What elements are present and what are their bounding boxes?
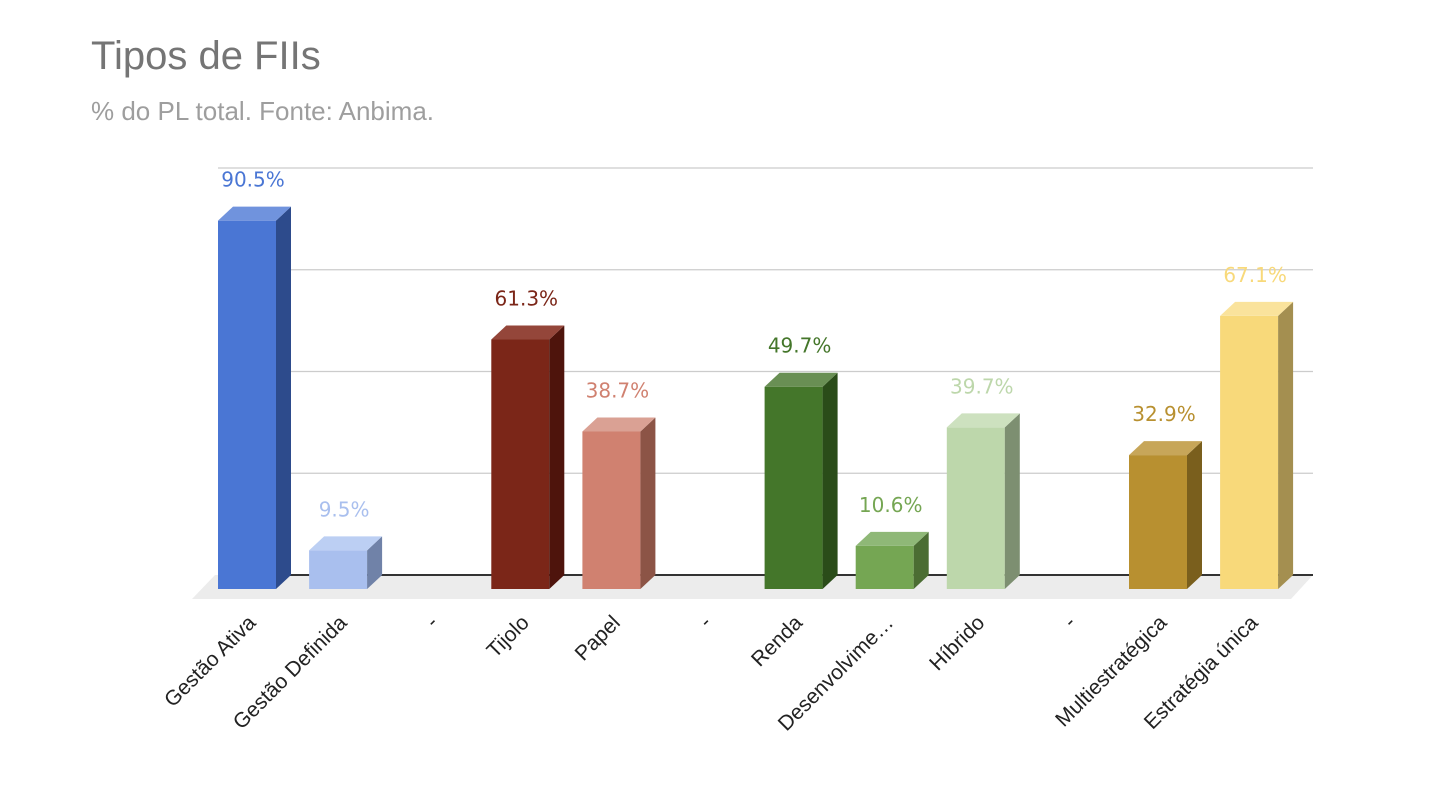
bar (1220, 301, 1294, 589)
bar-top (582, 417, 656, 432)
bar-top (309, 536, 383, 551)
bar (491, 325, 565, 589)
x-tick-label: - (695, 611, 716, 632)
data-label: 10.6% (859, 493, 923, 517)
chart-subtitle: % do PL total. Fonte: Anbima. (91, 96, 435, 126)
chart-title: Tipos de FIIs (91, 34, 321, 78)
bar-front (1129, 455, 1187, 589)
bar-top (946, 413, 1020, 428)
data-label: 61.3% (495, 287, 559, 311)
bar-top (491, 325, 565, 340)
bar-front (582, 431, 641, 589)
x-tick-label: Gestão Ativa (160, 611, 261, 712)
data-label: 67.1% (1223, 263, 1287, 287)
bar-side (1187, 441, 1202, 589)
bar-front (491, 339, 550, 589)
bar (218, 206, 291, 590)
data-labels: 90.5% 9.5% 61.3% 38.7% 49.7% 10.6% 39.7% 32.9% 6… (221, 168, 1287, 522)
data-label: 38.7% (586, 378, 650, 402)
bar-side (549, 325, 565, 589)
x-tick-label: Renda (747, 611, 807, 671)
bar-top (1129, 441, 1202, 456)
data-label: 32.9% (1132, 402, 1196, 426)
data-label: 90.5% (221, 168, 285, 192)
bar-front (1220, 315, 1279, 589)
bar (946, 413, 1020, 589)
data-label: 39.7% (950, 374, 1014, 398)
bars (218, 206, 1294, 590)
bar-side (1278, 301, 1294, 589)
bar-front (764, 386, 823, 589)
bar-side (913, 531, 929, 589)
bar (309, 536, 383, 589)
x-tick-label: Híbrido (925, 611, 989, 675)
bar (764, 372, 838, 589)
chart-floor (192, 575, 1313, 599)
x-tick-label: Tijolo (483, 611, 534, 662)
bar (1129, 441, 1202, 589)
bar-top (764, 372, 838, 387)
bar-side (367, 536, 383, 589)
bar-top (855, 531, 929, 546)
bar-front (218, 220, 276, 590)
bar (855, 531, 929, 589)
bar-side (640, 417, 656, 589)
bar-side (1004, 413, 1020, 589)
floor-plane (192, 575, 1313, 599)
bar-side (822, 372, 838, 589)
bar-front (855, 545, 914, 589)
bar-front (309, 550, 368, 589)
bar-top (218, 206, 291, 221)
x-tick-label: - (421, 611, 442, 632)
data-label: 9.5% (319, 497, 370, 521)
bar-front (946, 427, 1005, 589)
x-tick-label: Papel (571, 611, 625, 665)
x-tick-label: - (1059, 611, 1080, 632)
data-label: 49.7% (768, 334, 832, 358)
bar-side (276, 206, 291, 590)
bar (582, 417, 656, 589)
bar-top (1220, 301, 1294, 316)
